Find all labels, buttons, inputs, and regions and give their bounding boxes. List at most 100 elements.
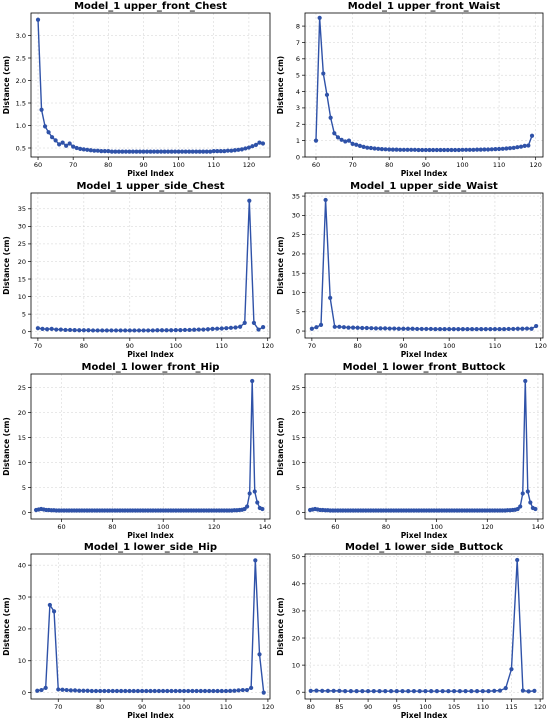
data-point (106, 688, 111, 694)
data-point (518, 504, 523, 509)
data-point (360, 689, 365, 694)
x-tick-label: 100 (170, 342, 182, 350)
data-point (360, 325, 365, 331)
data-point (169, 328, 174, 333)
data-point (78, 146, 83, 151)
data-point (102, 688, 107, 694)
chart-panel: 60 80 100 120 140 0 5 10 15 20 25 Model_1 lower_fro… (2, 362, 271, 540)
data-point (210, 326, 215, 331)
data-point (445, 147, 450, 153)
y-tick-label: 5 (296, 71, 300, 79)
data-point (89, 688, 94, 694)
data-point (354, 142, 359, 147)
x-tick-label: 110 (489, 342, 501, 350)
x-axis-label: Pixel Index (401, 169, 448, 178)
data-point (239, 147, 244, 152)
y-tick-label: 5 (22, 484, 26, 492)
chart-title: Model_1 upper_front_Waist (348, 1, 501, 12)
data-point (182, 327, 188, 333)
data-point (357, 143, 363, 148)
data-point (187, 327, 192, 333)
y-tick-label: 10 (292, 459, 300, 467)
data-point (417, 689, 422, 694)
data-point (72, 328, 77, 333)
data-point (232, 148, 237, 153)
data-point (222, 149, 227, 154)
data-point (515, 326, 520, 331)
data-point (332, 131, 337, 136)
x-axis-label: Pixel Index (127, 169, 174, 178)
data-point (56, 687, 61, 692)
data-point (247, 491, 252, 496)
y-tick-label: 25 (18, 384, 26, 392)
data-point (39, 107, 44, 112)
data-point (207, 688, 212, 694)
x-axis-label: Pixel Index (401, 711, 448, 718)
x-tick-label: 90 (364, 703, 372, 711)
y-tick-label: 35 (292, 192, 300, 200)
data-point (379, 147, 384, 152)
data-point (219, 326, 224, 331)
data-point (242, 320, 247, 326)
x-tick-label: 70 (308, 342, 316, 350)
data-point (500, 146, 505, 151)
plot-frame (304, 553, 544, 700)
y-tick-label: 35 (18, 205, 26, 213)
x-tick-label: 100 (419, 703, 431, 711)
data-point (58, 327, 63, 332)
data-point (528, 500, 533, 505)
data-point (324, 92, 330, 97)
data-point (440, 689, 445, 694)
data-point (511, 145, 516, 150)
data-point (396, 326, 401, 331)
chart-title: Model_1 lower_front_Buttock (343, 362, 506, 373)
chart-panel: 60 80 100 120 140 0 5 10 15 20 25 Model_1 lower_fro… (276, 362, 544, 540)
data-point (423, 689, 428, 694)
data-point (181, 688, 187, 694)
data-point (251, 320, 257, 326)
data-point (194, 688, 199, 694)
data-point (136, 328, 142, 333)
data-point (104, 328, 109, 333)
data-point (515, 145, 520, 150)
y-tick-label: 0 (296, 689, 300, 697)
data-point (236, 147, 241, 152)
data-point (520, 326, 525, 331)
data-point (215, 326, 220, 331)
data-point (392, 326, 397, 331)
data-point (190, 688, 195, 694)
y-tick-label: 20 (292, 634, 300, 642)
series-line (37, 200, 264, 332)
y-tick-label: 15 (18, 275, 26, 283)
data-point (412, 147, 417, 152)
y-tick-label: 25 (292, 384, 300, 392)
data-point (406, 689, 411, 694)
chart-panel: 60 70 80 90 100 110 120 0.5 1.0 1.5 2.0 2.5 3.0 Model… (2, 1, 271, 178)
data-point (348, 689, 353, 694)
data-point (520, 688, 526, 693)
data-point (49, 326, 54, 331)
data-point (140, 688, 145, 694)
y-tick-label: 15 (292, 434, 300, 442)
x-tick-label: 120 (208, 523, 220, 531)
data-point (35, 17, 41, 22)
data-point (72, 688, 78, 693)
data-point (238, 324, 243, 329)
data-point (169, 688, 174, 694)
y-tick-label: 20 (18, 625, 26, 633)
data-point (453, 147, 458, 153)
x-tick-label: 100 (172, 161, 184, 169)
data-point (321, 71, 326, 76)
data-point (350, 141, 355, 147)
data-point (390, 147, 395, 152)
data-point (113, 328, 119, 333)
data-point (253, 142, 259, 147)
x-tick-label: 120 (529, 161, 541, 169)
y-tick-label: 10 (292, 661, 300, 669)
data-point (261, 325, 266, 330)
data-point (81, 688, 86, 693)
x-tick-label: 80 (385, 161, 393, 169)
data-point (68, 688, 73, 693)
x-tick-label: 120 (481, 523, 493, 531)
data-point (202, 688, 208, 694)
